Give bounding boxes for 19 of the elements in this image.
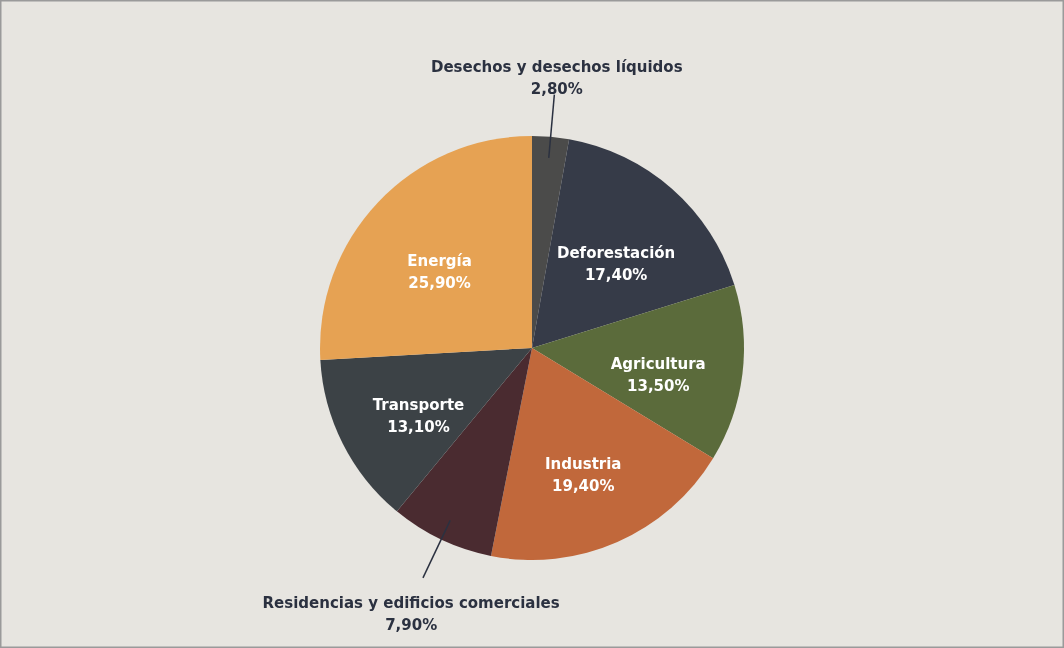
- slice-label: Energía: [407, 251, 472, 270]
- data-label: 19,40%: [552, 477, 615, 496]
- slice-label: Transporte: [372, 396, 465, 415]
- slice-label: Deforestación: [556, 243, 676, 262]
- pie-slice: [532, 139, 735, 348]
- data-label: 13,10%: [387, 418, 450, 437]
- data-label: 13,50%: [627, 376, 690, 395]
- slice-label: Industria: [545, 455, 622, 474]
- pie-slice: [320, 348, 532, 512]
- pie-slice: [490, 348, 714, 560]
- data-label: 25,90%: [408, 273, 471, 292]
- slice-label: Residencias y edificios comerciales: [262, 593, 560, 612]
- data-label: 17,40%: [584, 265, 648, 284]
- slice-label: Agricultura: [610, 354, 706, 373]
- pie-slice: [532, 285, 744, 459]
- data-label: 7,90%: [385, 615, 438, 634]
- pie-slice: [320, 136, 532, 360]
- data-label: 2,80%: [530, 80, 583, 99]
- slice-label: Desechos y desechos líquidos: [430, 58, 683, 77]
